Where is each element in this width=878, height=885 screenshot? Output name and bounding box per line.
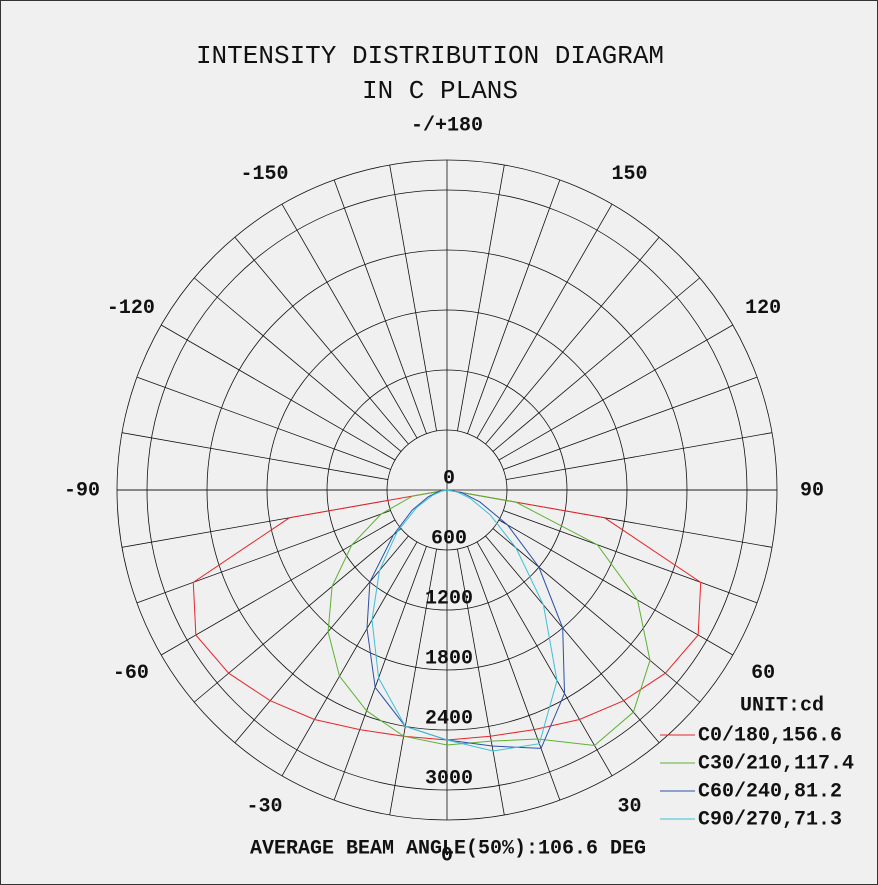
r-tick-label: 2400 [425, 707, 473, 730]
grid-spoke [503, 376, 758, 470]
r-tick-label: 1800 [425, 647, 473, 670]
unit-label: UNIT:cd [740, 694, 824, 717]
legend-label: C90/270,71.3 [698, 808, 842, 831]
theta-tick-label: 30 [617, 795, 641, 818]
grid-spoke [485, 236, 660, 445]
grid-spoke [467, 546, 561, 801]
series-line [371, 489, 558, 752]
grid-spoke [193, 277, 402, 452]
grid-spoke [498, 519, 733, 656]
grid-spoke [389, 549, 437, 816]
theta-tick-label: -90 [64, 479, 100, 502]
grid-spoke [281, 541, 418, 776]
grid-spoke [121, 432, 388, 480]
theta-tick-label: -/+180 [411, 114, 483, 137]
grid-spoke [333, 546, 427, 801]
grid-spoke [476, 204, 613, 439]
theta-tick-label: -60 [113, 662, 149, 685]
theta-tick-label: -120 [107, 297, 155, 320]
r-tick-label: 3000 [425, 767, 473, 790]
legend-label: C0/180,156.6 [698, 724, 842, 747]
theta-tick-label: 120 [745, 297, 781, 320]
grid-spoke [467, 179, 561, 434]
theta-tick-label: -30 [246, 795, 282, 818]
grid-spoke [234, 236, 409, 445]
theta-tick-label: 90 [800, 479, 824, 502]
grid-spoke [457, 164, 505, 431]
grid-spoke [161, 519, 396, 656]
grid-spoke [161, 324, 396, 461]
grid-spoke [457, 549, 505, 816]
footer: AVERAGE BEAM ANGLE(50%):106.6 DEG [250, 837, 646, 860]
theta-tick-label: 150 [611, 163, 647, 186]
legend-label: C60/240,81.2 [698, 780, 842, 803]
chart-title: INTENSITY DISTRIBUTION DIAGRAM [196, 41, 664, 71]
legend-label: C30/210,117.4 [698, 752, 854, 775]
grid-spoke [333, 179, 427, 434]
grid-spoke [476, 541, 613, 776]
r-tick-label: 1200 [425, 587, 473, 610]
grid-spoke [506, 432, 773, 480]
grid-spoke [389, 164, 437, 431]
chart-title: IN C PLANS [362, 76, 518, 106]
grid-spoke [503, 510, 758, 604]
grid-spoke [492, 277, 701, 452]
theta-tick-label: 60 [751, 662, 775, 685]
grid-spoke [485, 535, 660, 744]
grid-spoke [498, 324, 733, 461]
grid-spoke [281, 204, 418, 439]
series-line [327, 489, 651, 746]
r-tick-label: 600 [431, 527, 467, 550]
theta-tick-label: -150 [240, 163, 288, 186]
grid-spoke [136, 510, 391, 604]
r-tick-label: 0 [443, 467, 455, 490]
theta-tick-label: 0 [441, 844, 453, 867]
grid-spoke [136, 376, 391, 470]
